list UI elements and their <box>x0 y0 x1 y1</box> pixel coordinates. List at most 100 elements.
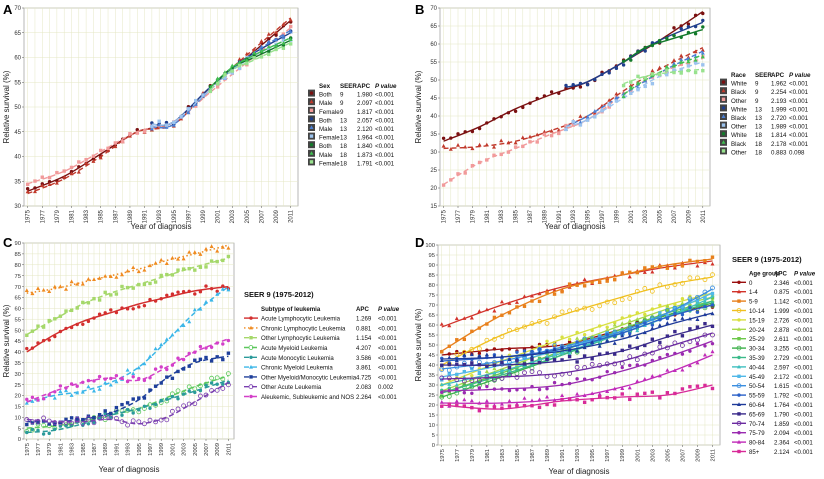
data-point <box>700 47 705 52</box>
data-point <box>103 290 107 295</box>
data-point <box>440 394 444 398</box>
data-point <box>665 308 670 313</box>
legend-entry: Male 9 2.097 <0.001 <box>308 98 395 107</box>
data-point <box>582 284 587 288</box>
legend-header: Sex <box>319 83 331 90</box>
data-point <box>612 300 618 306</box>
data-point <box>131 411 135 415</box>
data-point <box>537 405 542 410</box>
x-tick-label: 1983 <box>70 443 76 456</box>
data-point <box>520 135 525 140</box>
legend-header: P value <box>789 72 811 79</box>
y-tick-label: 95 <box>429 253 435 259</box>
data-point <box>454 377 460 383</box>
panel-label: A <box>3 2 13 17</box>
data-point <box>521 144 525 149</box>
legend-p: <0.001 <box>378 365 397 372</box>
data-point <box>476 346 482 351</box>
data-point <box>627 274 632 279</box>
data-point <box>522 304 527 308</box>
legend-p: <0.001 <box>378 325 397 332</box>
legend-name: White <box>731 132 747 139</box>
panel-b: B 15 20 25 30 35 40 45 50 55 60 65 70 1975 1977 1979 198… <box>414 2 811 231</box>
series-line <box>441 332 713 380</box>
series-line <box>441 340 713 392</box>
data-point <box>193 358 197 362</box>
y-tick-label: 40 <box>14 155 21 161</box>
data-point <box>628 323 632 328</box>
legend-name: Female <box>319 160 340 167</box>
y-tick-label: 35 <box>429 373 435 379</box>
legend-entry: Female 9 1.817 <0.001 <box>308 106 395 116</box>
data-point <box>226 254 231 259</box>
series-line <box>209 37 292 88</box>
data-point <box>560 397 564 402</box>
data-point <box>30 395 35 400</box>
data-point <box>226 245 231 250</box>
data-point <box>455 338 459 342</box>
data-point <box>650 68 655 73</box>
data-point <box>693 70 698 75</box>
x-tick-label: 2009 <box>274 209 280 223</box>
legend-name: 80-84 <box>749 440 765 447</box>
data-point <box>58 314 63 318</box>
legend-entry: 75-79 2.094 <0.001 <box>732 430 813 437</box>
legend-seer: 13 <box>755 115 762 122</box>
data-point <box>97 298 102 302</box>
legend-seer: 9 <box>755 98 759 105</box>
y-tick-label: 45 <box>15 339 21 345</box>
y-tick-label: 60 <box>15 307 21 313</box>
x-tick-label: 1999 <box>201 209 207 223</box>
data-point <box>109 293 113 297</box>
data-point <box>710 255 715 259</box>
series-line <box>623 28 704 63</box>
data-point <box>499 299 504 304</box>
data-point <box>492 144 496 149</box>
data-point <box>309 108 314 112</box>
data-point <box>446 375 452 381</box>
data-point <box>665 36 669 41</box>
data-point <box>564 127 568 132</box>
legend-header: SEER <box>340 83 357 90</box>
data-point <box>557 131 561 136</box>
data-point <box>109 415 113 419</box>
data-point <box>567 397 572 401</box>
legend-entry: Acute Monocytic Leukemia 3.586 <0.001 <box>244 355 397 362</box>
legend-name: Black <box>731 115 747 122</box>
data-point <box>215 85 220 89</box>
data-point <box>171 123 176 127</box>
legend-p: <0.001 <box>794 355 813 362</box>
legend-apc: 1.154 <box>356 335 372 342</box>
data-point <box>665 314 670 318</box>
data-point <box>593 115 597 119</box>
legend-p: <0.001 <box>794 308 813 315</box>
data-point <box>41 325 46 329</box>
x-tick-label: 1999 <box>614 209 620 223</box>
data-point <box>309 125 314 129</box>
legend-apc: 1.764 <box>774 402 790 409</box>
y-tick-label: 15 <box>15 405 21 411</box>
data-point <box>688 385 692 389</box>
y-tick-label: 30 <box>430 150 437 156</box>
data-point <box>98 155 103 160</box>
data-point <box>309 151 314 155</box>
data-point <box>680 352 685 356</box>
legend-name: 35-39 <box>749 355 765 362</box>
data-point <box>84 157 88 162</box>
data-point <box>710 272 715 278</box>
data-point <box>578 123 583 127</box>
legend-entry: Other Myeloid/Monocytic Leukemia 4.725 <0.… <box>244 374 397 381</box>
x-tick-label: 2003 <box>230 209 236 223</box>
data-point <box>30 329 35 333</box>
data-point <box>736 383 742 389</box>
legend-name: Male <box>319 100 333 107</box>
data-point <box>688 327 692 331</box>
data-point <box>635 379 640 383</box>
y-tick-label: 90 <box>429 263 435 269</box>
data-point <box>215 289 219 294</box>
legend-seer: 18 <box>755 149 762 156</box>
data-point <box>484 369 489 374</box>
data-point <box>737 393 741 397</box>
y-tick-label: 55 <box>429 333 435 339</box>
y-tick-label: 25 <box>429 393 435 399</box>
